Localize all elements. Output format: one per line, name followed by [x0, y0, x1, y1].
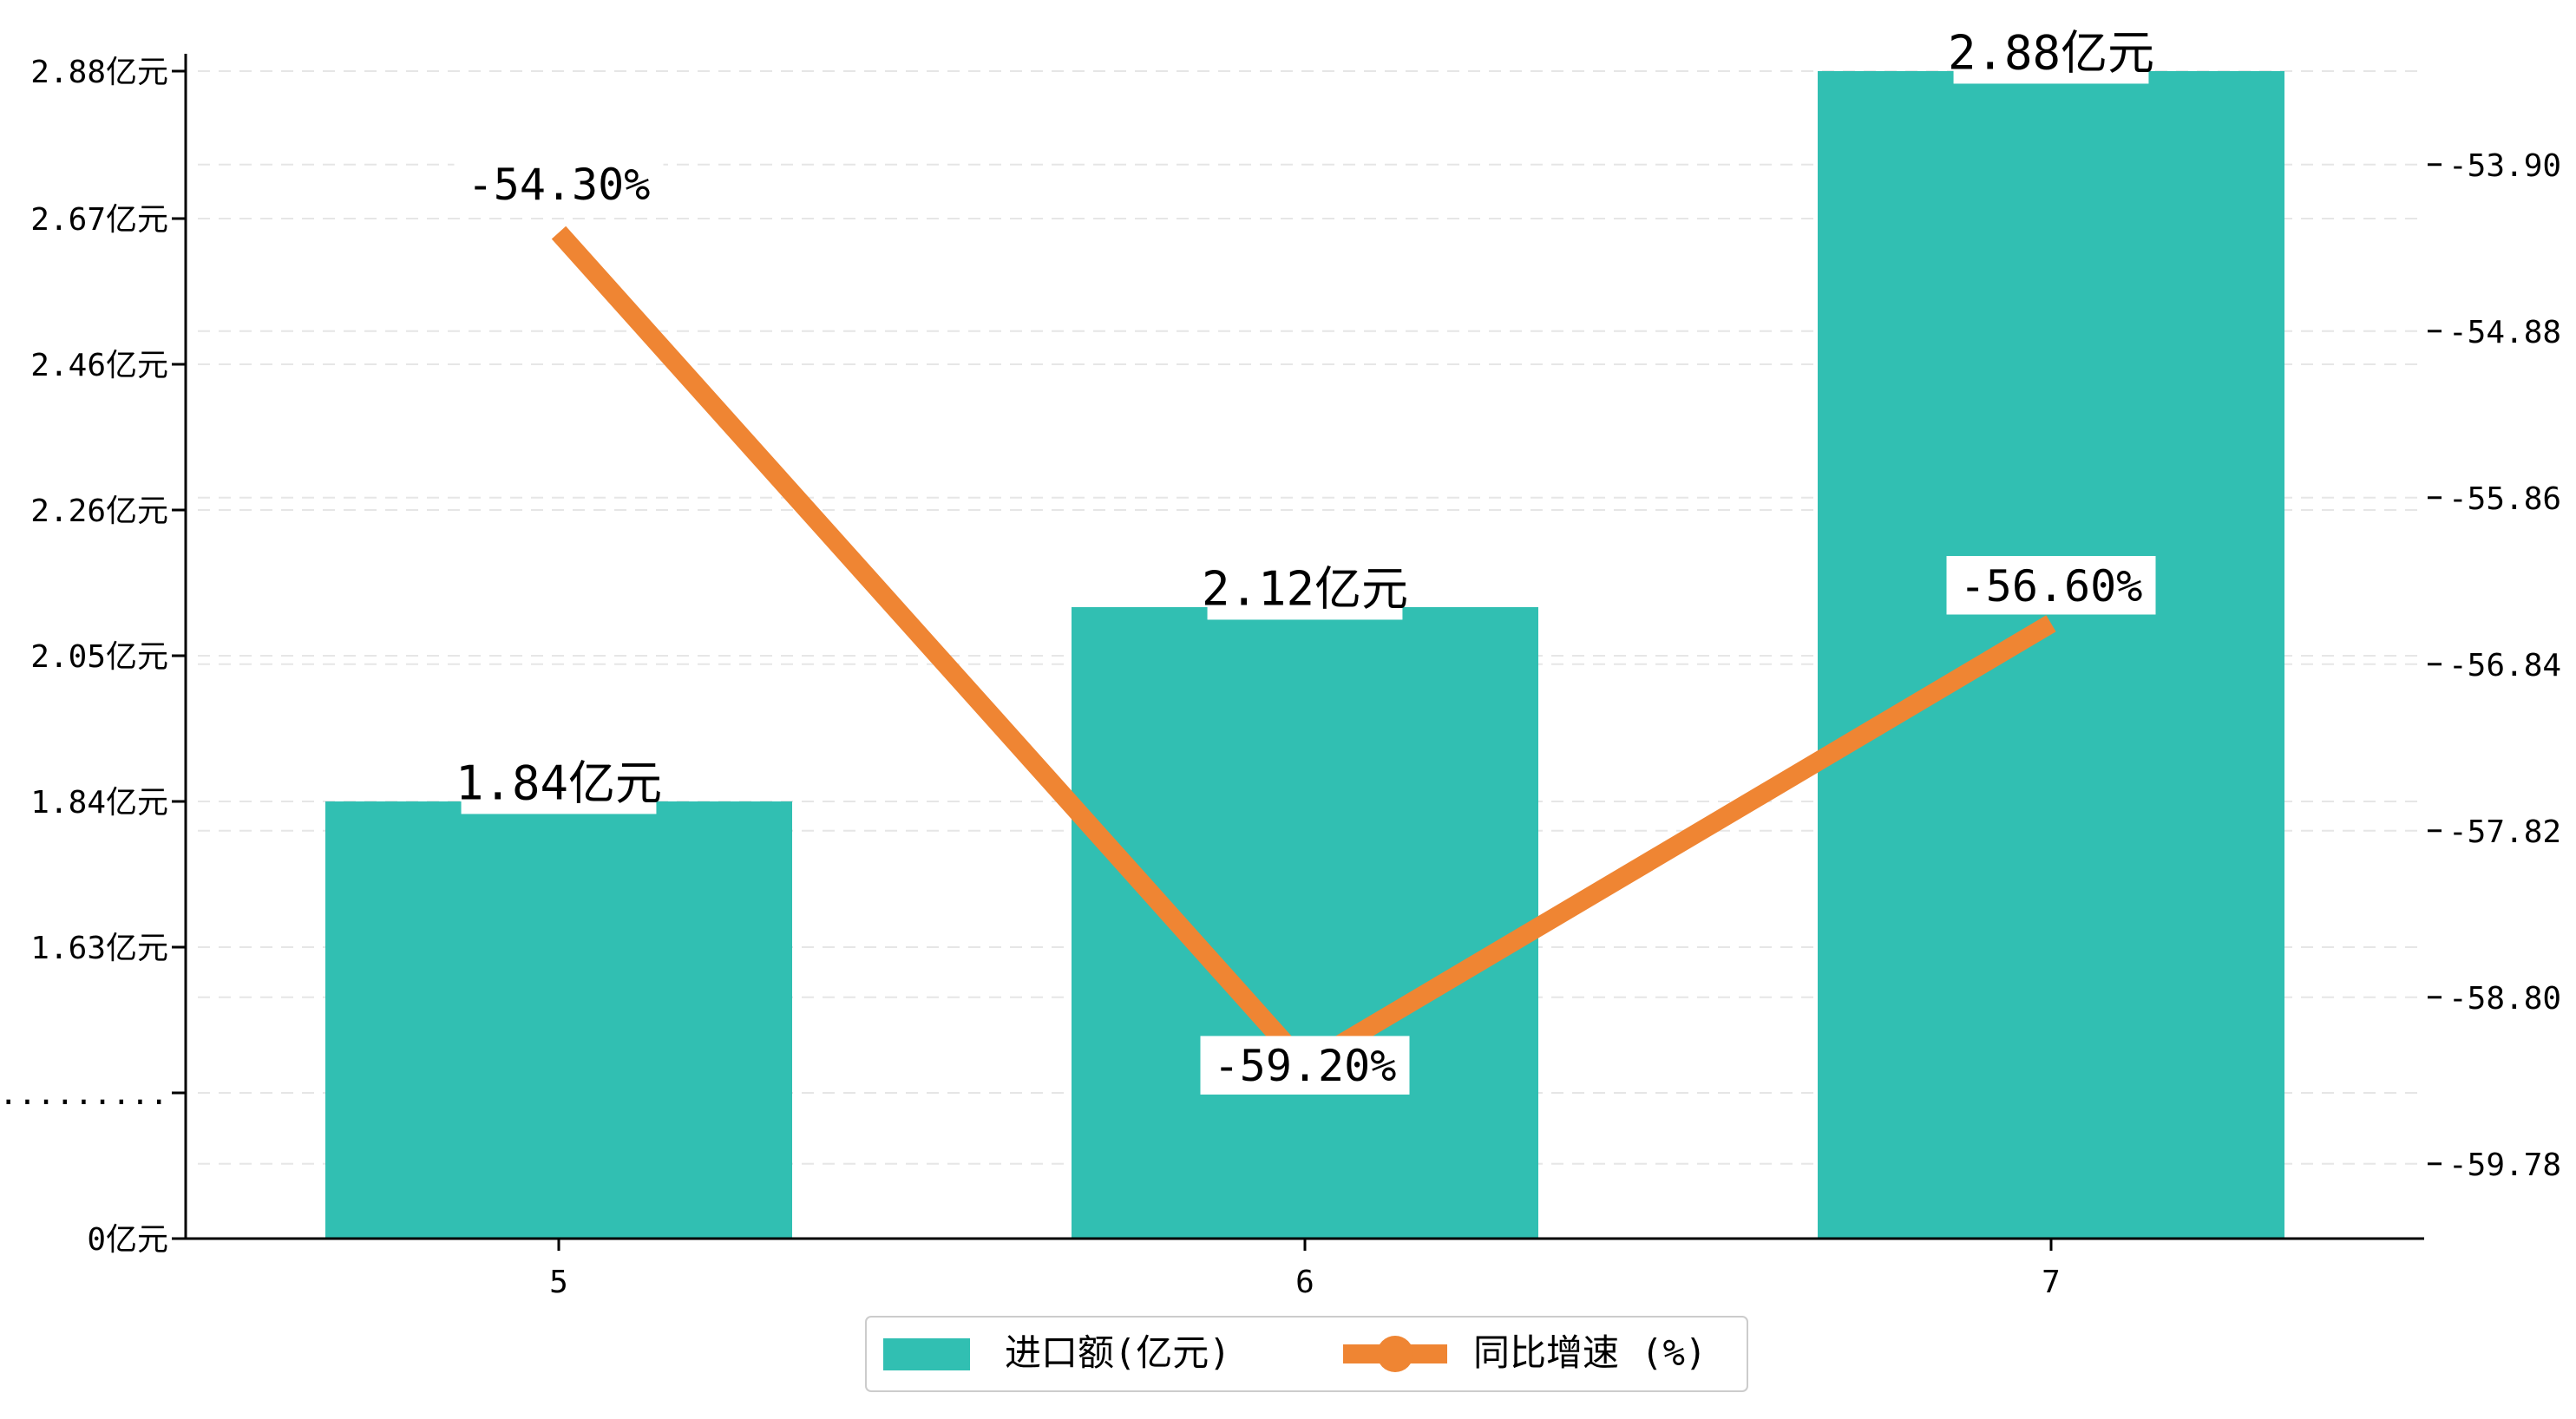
bar-label-6-bg [1207, 556, 1403, 620]
legend-bar-label: 进口额(亿元) [1005, 1331, 1231, 1374]
right-tick-label: -55.86 [2448, 481, 2561, 517]
x-tick-label-5: 5 [549, 1265, 568, 1300]
bar-7 [1818, 71, 2284, 1239]
bar-6 [1072, 607, 1538, 1239]
right-tick-label: -53.90 [2448, 148, 2561, 184]
left-tick-label: ......... [0, 1076, 168, 1112]
line-label-7-text: -56.60% [1960, 561, 2143, 611]
bar-5 [325, 801, 792, 1239]
left-tick-label: 2.67亿元 [30, 202, 168, 238]
bar-label-5-text: 1.84亿元 [456, 755, 662, 810]
legend: 进口额(亿元) 同比增速 (%) [865, 1316, 1748, 1392]
line-label-6-bg [1200, 1036, 1410, 1095]
right-tick-label: -59.78 [2448, 1148, 2561, 1183]
legend-line-label: 同比增速 (%) [1473, 1331, 1707, 1374]
right-tick-label: -57.82 [2448, 814, 2561, 850]
line-label-7-bg [1946, 556, 2156, 615]
bar-label-7-bg [1953, 20, 2149, 84]
left-tick-label: 1.84亿元 [30, 785, 168, 821]
left-tick-label: 2.05亿元 [30, 639, 168, 675]
left-tick-label: 2.26亿元 [30, 494, 168, 529]
line-label-7: -56.60% [1946, 556, 2156, 615]
bar-label-5: 1.84亿元 [456, 750, 662, 814]
right-tick-label: -54.88 [2448, 315, 2561, 350]
right-tick-label: -56.84 [2448, 648, 2561, 683]
line-label-6: -59.20% [1200, 1036, 1410, 1095]
bar-data-labels: 1.84亿元 2.12亿元 2.88亿元 [456, 20, 2154, 814]
right-tick-label: -58.80 [2448, 981, 2561, 1017]
bar-label-5-bg [461, 750, 657, 814]
line-data-labels: -54.30% -59.20% -56.60% [454, 154, 2156, 1095]
legend-frame [865, 1316, 1748, 1392]
legend-line-marker [1377, 1336, 1413, 1372]
bar-label-7-text: 2.88亿元 [1948, 25, 2154, 80]
x-tick-label-6: 6 [1295, 1265, 1314, 1300]
line-label-5-bg [454, 154, 664, 213]
left-tick-label: 2.88亿元 [30, 55, 168, 90]
axes: 0亿元......... 1.63亿元 1.84亿元 2.05亿元 2.26亿元 2.46… [0, 54, 2561, 1300]
line-label-5: -54.30% [454, 154, 664, 213]
line-label-6-text: -59.20% [1214, 1041, 1397, 1091]
x-tick-label-7: 7 [2042, 1265, 2061, 1300]
bar-label-7: 2.88亿元 [1948, 20, 2154, 84]
bar-label-6-text: 2.12亿元 [1202, 561, 1408, 616]
left-tick-label: 2.46亿元 [30, 348, 168, 383]
bar-series [325, 71, 2284, 1239]
bar-label-6: 2.12亿元 [1202, 556, 1408, 620]
left-tick-label: 0亿元 [87, 1222, 168, 1258]
left-tick-label: 1.63亿元 [30, 931, 168, 966]
legend-bar-swatch [883, 1338, 970, 1370]
line-label-5-text: -54.30% [468, 160, 651, 210]
